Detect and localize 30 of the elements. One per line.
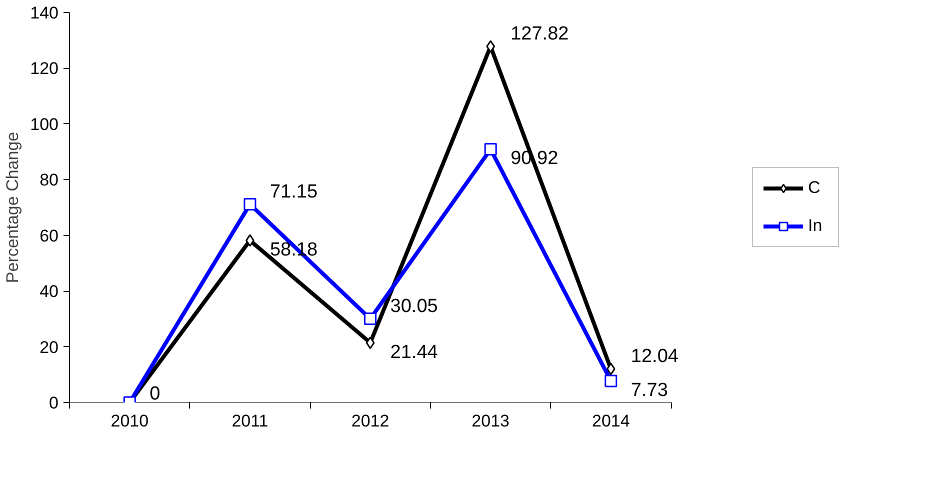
x-tick-label: 2010 [110,412,149,430]
point [244,198,256,211]
y-tick-label: 120 [30,59,59,78]
y-tick-label: 40 [40,282,59,302]
x-tick-label: 2012 [351,412,390,430]
data-label: 21.44 [390,342,438,363]
y-tick-label: 0 [49,394,59,412]
legend-label: In [808,216,824,236]
y-tick-label: 140 [30,4,59,22]
point [484,142,497,156]
y-tick-label: 60 [40,226,59,246]
x-tick-label: 2014 [592,412,630,430]
point [486,40,496,53]
data-label: 127.82 [510,23,569,44]
y-tick-label: 80 [40,170,59,190]
legend-label: C [808,178,822,198]
x-tick-label: 2011 [232,412,268,430]
x-tick-label: 2013 [472,412,510,430]
data-label: 71.15 [270,181,318,202]
data-label: 30.05 [390,296,438,317]
point [606,362,616,376]
y-axis-title: Percentage Change [3,132,22,284]
point [366,336,375,350]
y-tick-label: 100 [30,114,59,134]
point [364,312,377,326]
data-label: 12.04 [630,346,679,367]
data-label: 0 [150,384,160,404]
point [604,374,618,388]
y-tick-label: 20 [40,338,59,357]
data-label: 7.73 [630,380,668,401]
